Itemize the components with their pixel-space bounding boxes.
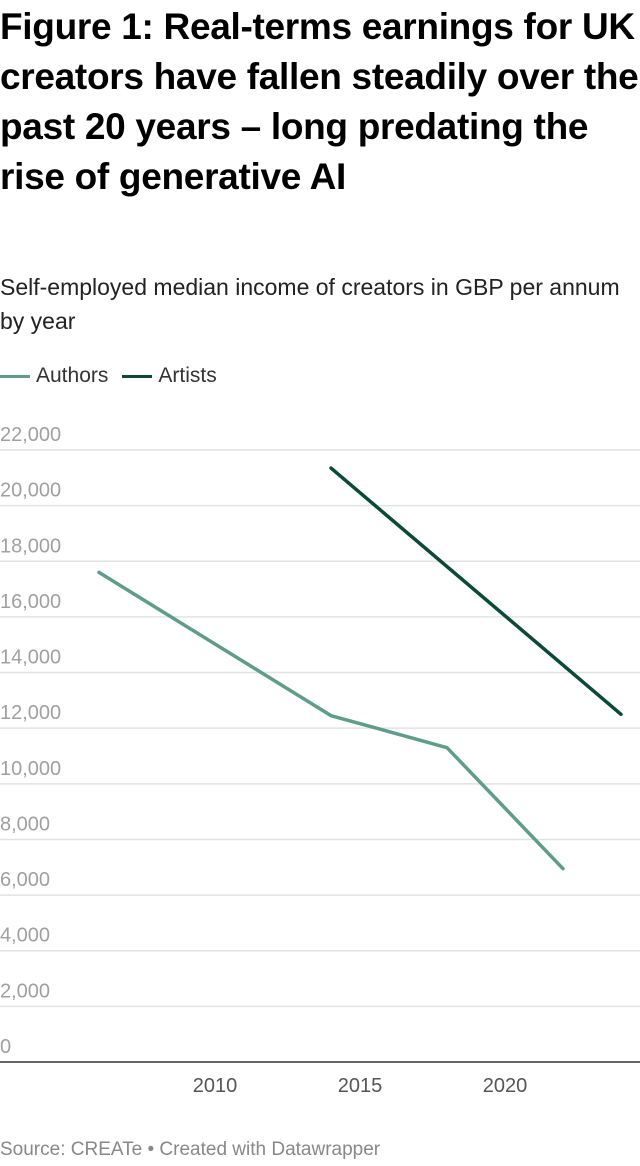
y-tick-label: 18,000 [0,535,61,557]
y-tick-label: 14,000 [0,647,61,669]
legend-swatch-artists [122,374,153,378]
source-footer: Source: CREATe • Created with Datawrappe… [0,1139,381,1160]
legend-item-authors: Authors [0,364,108,388]
y-tick-label: 0 [0,1036,11,1058]
y-tick-label: 6,000 [0,869,50,891]
y-tick-label: 16,000 [0,591,61,613]
y-tick-label: 2,000 [0,980,50,1002]
x-tick-label: 2010 [193,1075,238,1097]
legend-item-artists: Artists [122,364,217,388]
legend-swatch-authors [0,374,30,378]
x-tick-label: 2015 [338,1075,383,1097]
series-line-artists [329,466,623,717]
y-tick-label: 20,000 [0,480,61,502]
x-tick-label: 2020 [483,1075,528,1097]
legend: Authors Artists [0,364,217,388]
y-tick-label: 8,000 [0,813,50,835]
legend-label-artists: Artists [158,364,217,387]
legend-label-authors: Authors [36,364,109,387]
y-tick-label: 22,000 [0,424,61,446]
chart-title: Figure 1: Real-terms earnings for UK cre… [0,6,639,197]
series-line-authors [97,570,565,871]
y-tick-label: 10,000 [0,758,61,780]
y-tick-label: 4,000 [0,925,50,947]
y-tick-label: 12,000 [0,702,61,724]
chart-subtitle: Self-employed median income of creators … [0,274,620,334]
